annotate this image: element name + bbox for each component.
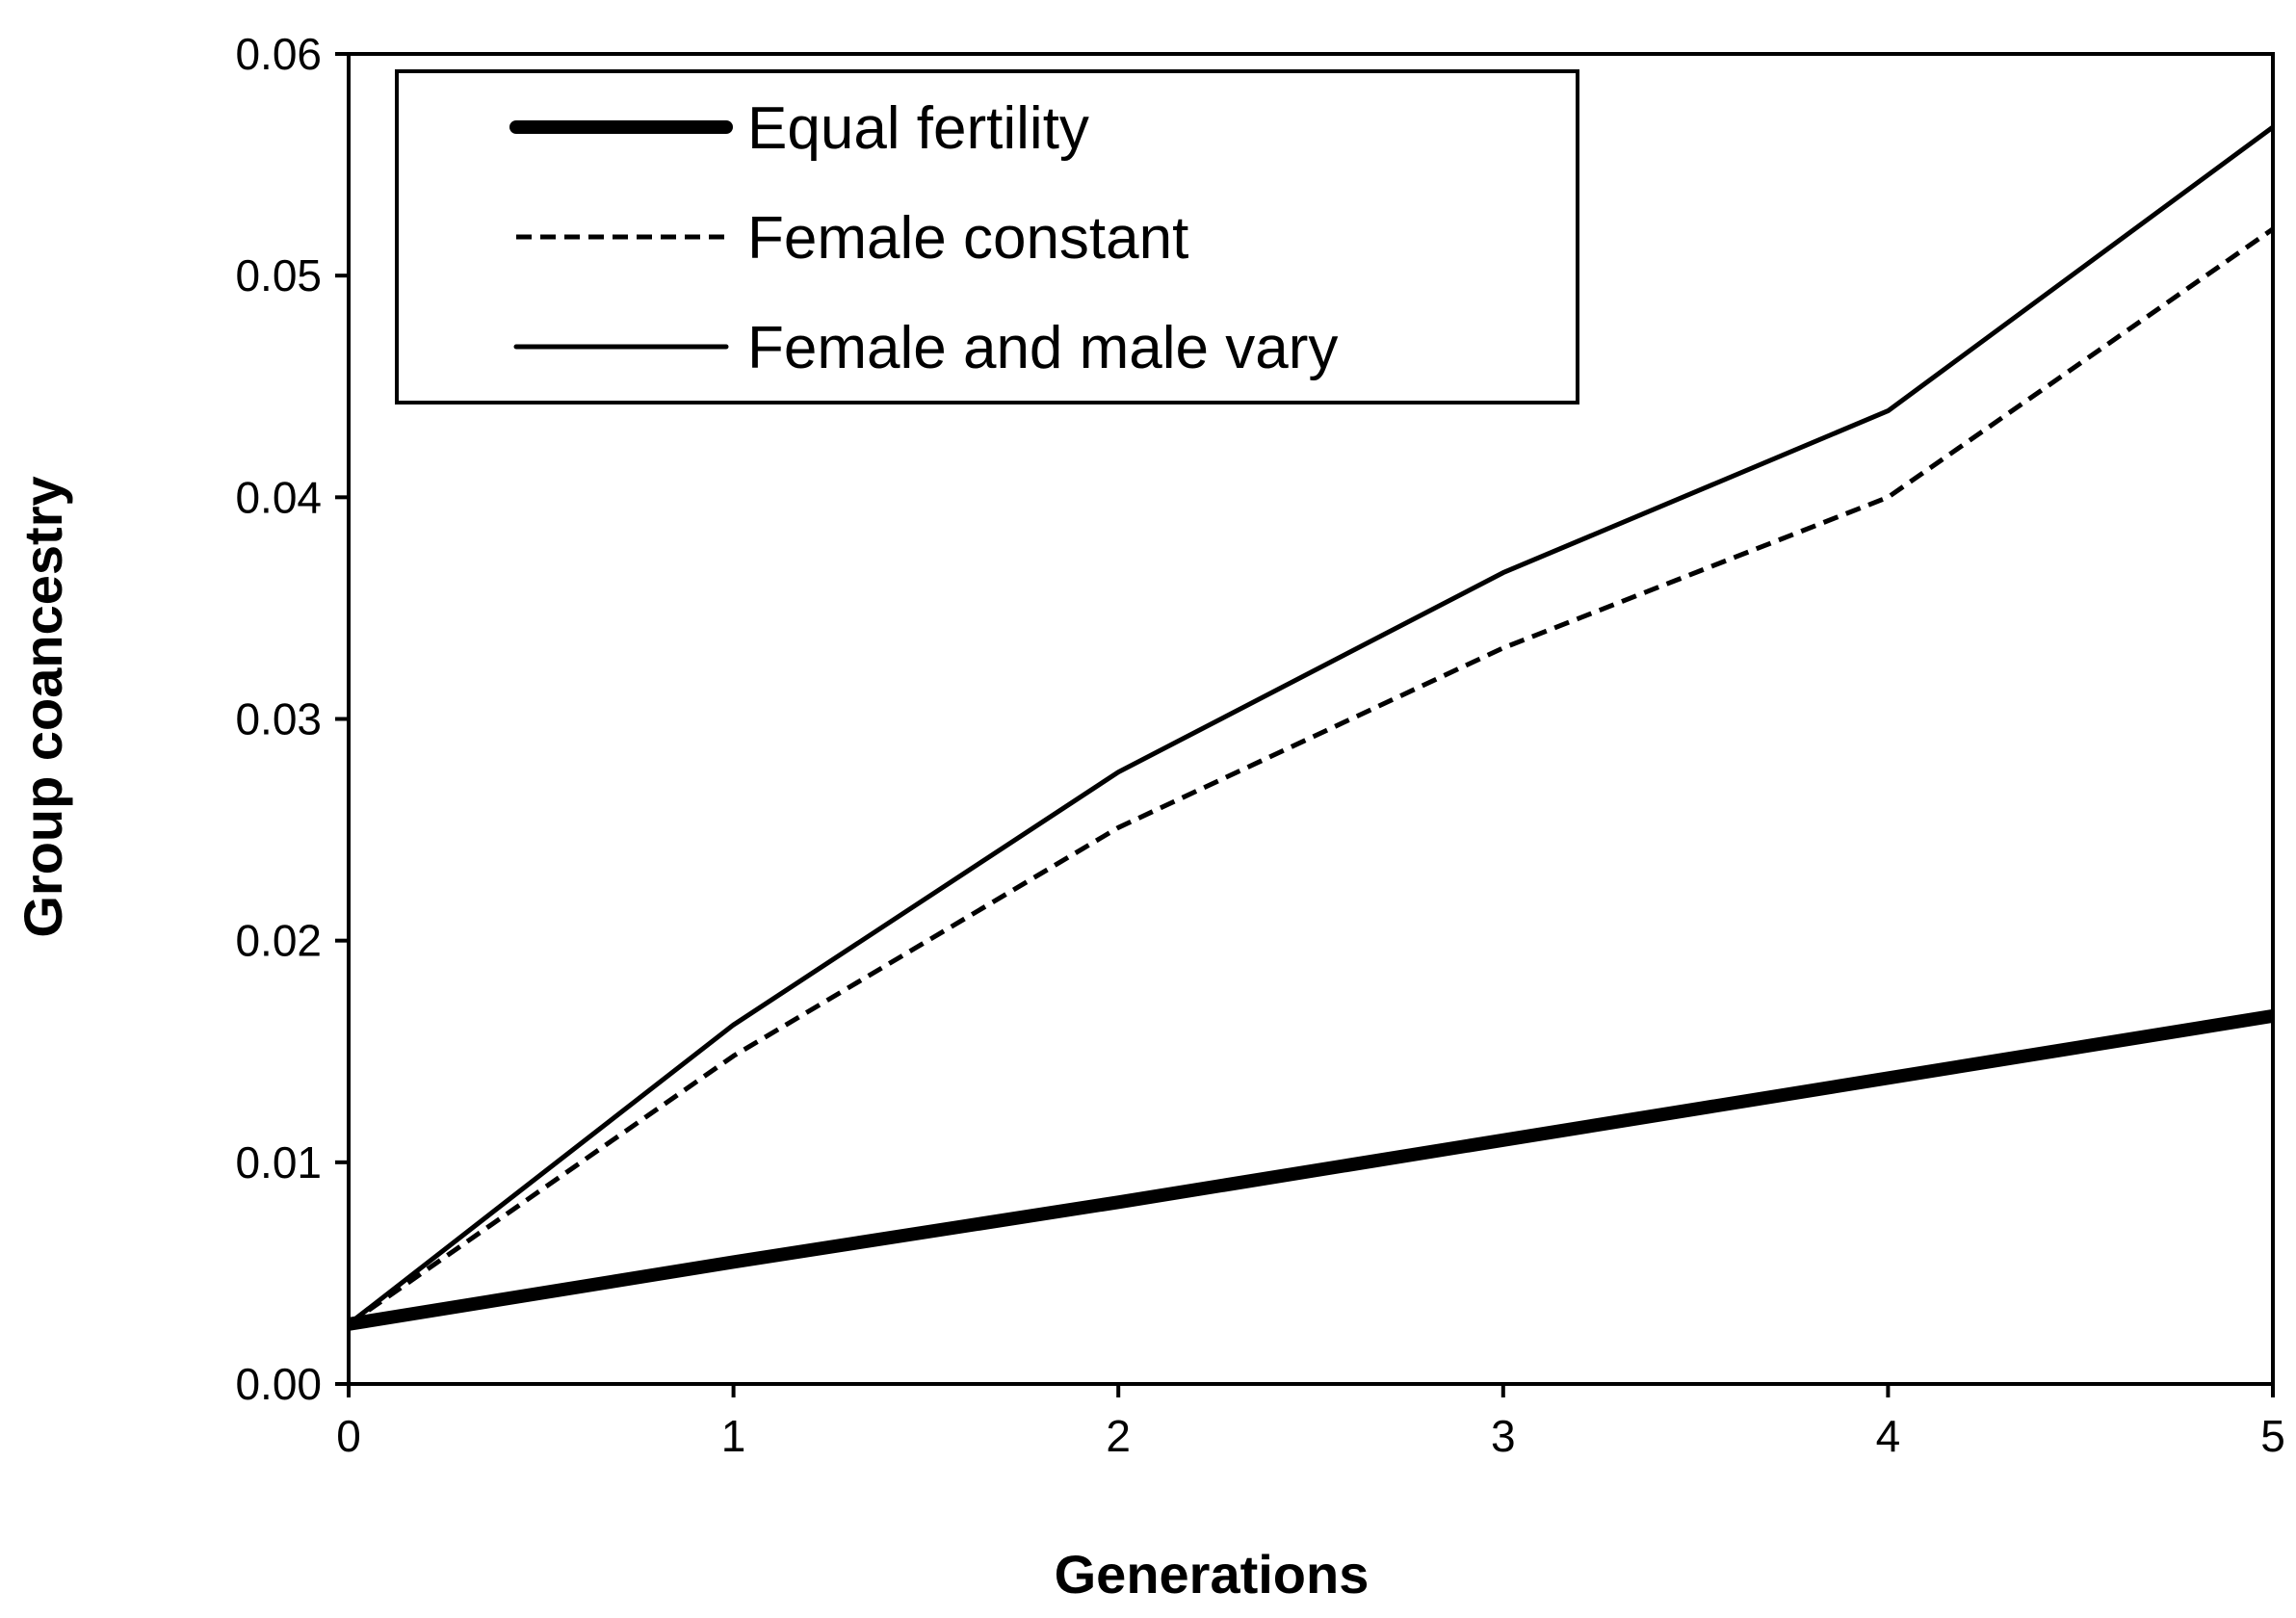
y-tick-label: 0.01: [235, 1137, 322, 1187]
series-line-3: [347, 124, 2275, 1326]
y-tick-label: 0.04: [235, 472, 322, 522]
legend: Equal fertility Female constant Female and…: [395, 69, 1579, 404]
y-axis-title: Group coancestry: [13, 476, 73, 937]
legend-label-2: Female constant: [747, 205, 1188, 272]
axes: 0.00 0.01 0.02 0.03 0.04 0.05 0.06 0 1 2 3 4 5: [235, 29, 2284, 1461]
x-tick-label: 2: [1106, 1411, 1131, 1461]
x-axis-title: Generations: [1055, 1544, 1370, 1605]
series-line-1: [347, 1008, 2275, 1331]
y-tick-label: 0.02: [235, 916, 322, 966]
legend-label-1: Equal fertility: [747, 95, 1089, 162]
plot-area: [347, 124, 2275, 1331]
x-tick-label: 1: [721, 1411, 746, 1461]
series-line-2: [347, 226, 2275, 1326]
y-tick-label: 0.03: [235, 694, 322, 744]
y-tick-label: 0.05: [235, 250, 322, 300]
x-tick-label: 3: [1491, 1411, 1516, 1461]
x-tick-label: 0: [336, 1411, 361, 1461]
y-tick-label: 0.00: [235, 1359, 322, 1409]
x-tick-label: 4: [1876, 1411, 1901, 1461]
x-tick-label: 5: [2260, 1411, 2285, 1461]
y-tick-label: 0.06: [235, 29, 322, 79]
legend-label-3: Female and male vary: [747, 315, 1338, 381]
